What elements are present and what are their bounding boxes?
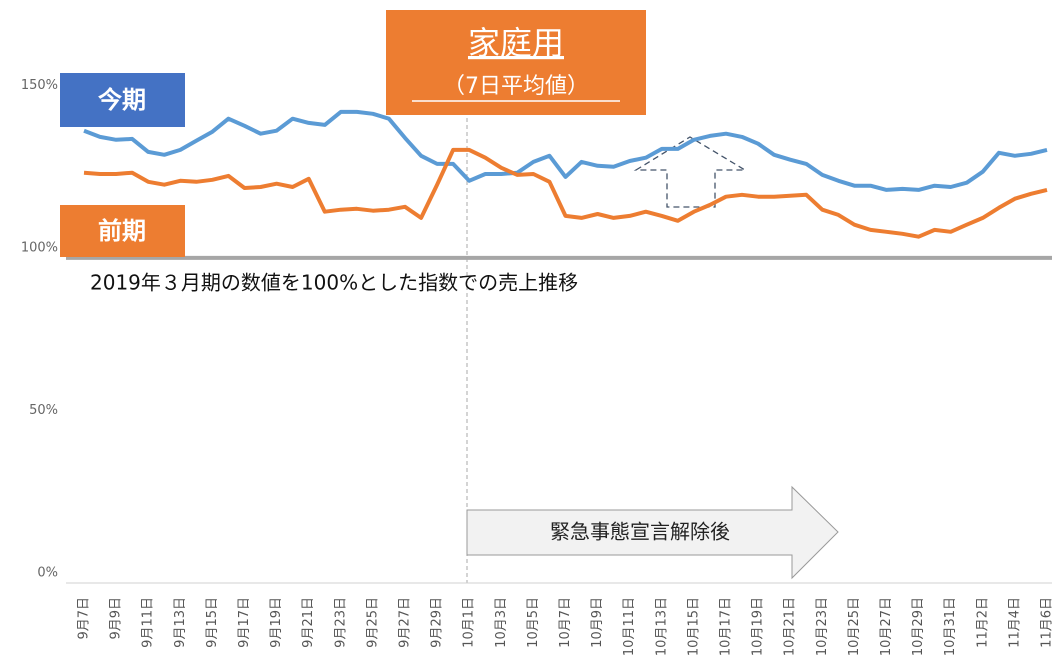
- x-tick-label: 11月4日: [1007, 597, 1022, 648]
- x-tick-label: 9月21日: [301, 597, 316, 648]
- x-tick-label: 9月7日: [77, 597, 92, 640]
- x-tick-label: 9月23日: [333, 597, 348, 648]
- y-tick-label: 50%: [29, 403, 58, 418]
- title-box: [386, 10, 646, 115]
- series-line: [83, 147, 1048, 239]
- legend-label: 今期: [98, 86, 146, 114]
- x-tick-label: 10月27日: [879, 597, 894, 656]
- plot: 0% 50% 100% 150% 9月7日 9月9日 9月11日 9月13日 9月15日 9月17…: [21, 78, 1052, 656]
- x-tick-label: 11月6日: [1040, 597, 1052, 648]
- x-tick-label: 10月7日: [558, 597, 573, 648]
- period-arrow: [466, 485, 839, 580]
- x-tick-label: 10月3日: [494, 597, 509, 648]
- y-tick-label: 150%: [21, 78, 58, 93]
- x-tick-label: 9月29日: [430, 597, 445, 648]
- x-tick-label: 9月27日: [398, 597, 413, 648]
- x-tick-label: 9月25日: [365, 597, 380, 648]
- x-tick-label: 10月19日: [751, 597, 766, 656]
- x-tick-label: 10月5日: [526, 597, 541, 648]
- x-tick-label: 11月2日: [975, 597, 990, 648]
- x-tick-label: 9月17日: [237, 597, 252, 648]
- y-tick-label: 0%: [37, 566, 58, 581]
- annotation: 緊急事態宣言解除後: [550, 520, 730, 544]
- x-tick-label: 10月15日: [686, 597, 701, 656]
- x-tick-label: 10月9日: [590, 597, 605, 648]
- x-tick-label: 10月17日: [719, 597, 734, 656]
- x-tick-label: 10月29日: [911, 597, 926, 656]
- up-arrow: [633, 136, 748, 208]
- x-tick-label: 10月25日: [847, 597, 862, 656]
- series-line: [83, 109, 1048, 192]
- x-tick-label: 9月15日: [205, 597, 220, 648]
- y-tick-label: 100%: [21, 240, 58, 255]
- note: 2019年３月期の数値を100%とした指数での売上推移: [90, 271, 578, 295]
- x-tick-label: 10月1日: [462, 597, 477, 648]
- chart-title: 家庭用: [468, 24, 564, 62]
- legend-box: [60, 73, 185, 127]
- x-tick-label: 10月11日: [622, 597, 637, 656]
- x-tick-label: 9月13日: [173, 597, 188, 648]
- x-tick-label: 9月19日: [269, 597, 284, 648]
- x-tick-label: 10月13日: [654, 597, 669, 656]
- x-tick-label: 10月21日: [783, 597, 798, 656]
- legend-box: [60, 205, 185, 257]
- chart-subtitle: （7日平均値）: [443, 74, 589, 99]
- x-tick-label: 9月11日: [141, 597, 156, 648]
- legend-label: 前期: [98, 217, 146, 245]
- x-tick-label: 10月23日: [815, 597, 830, 656]
- x-tick-label: 9月9日: [109, 597, 124, 640]
- x-tick-label: 10月31日: [943, 597, 958, 656]
